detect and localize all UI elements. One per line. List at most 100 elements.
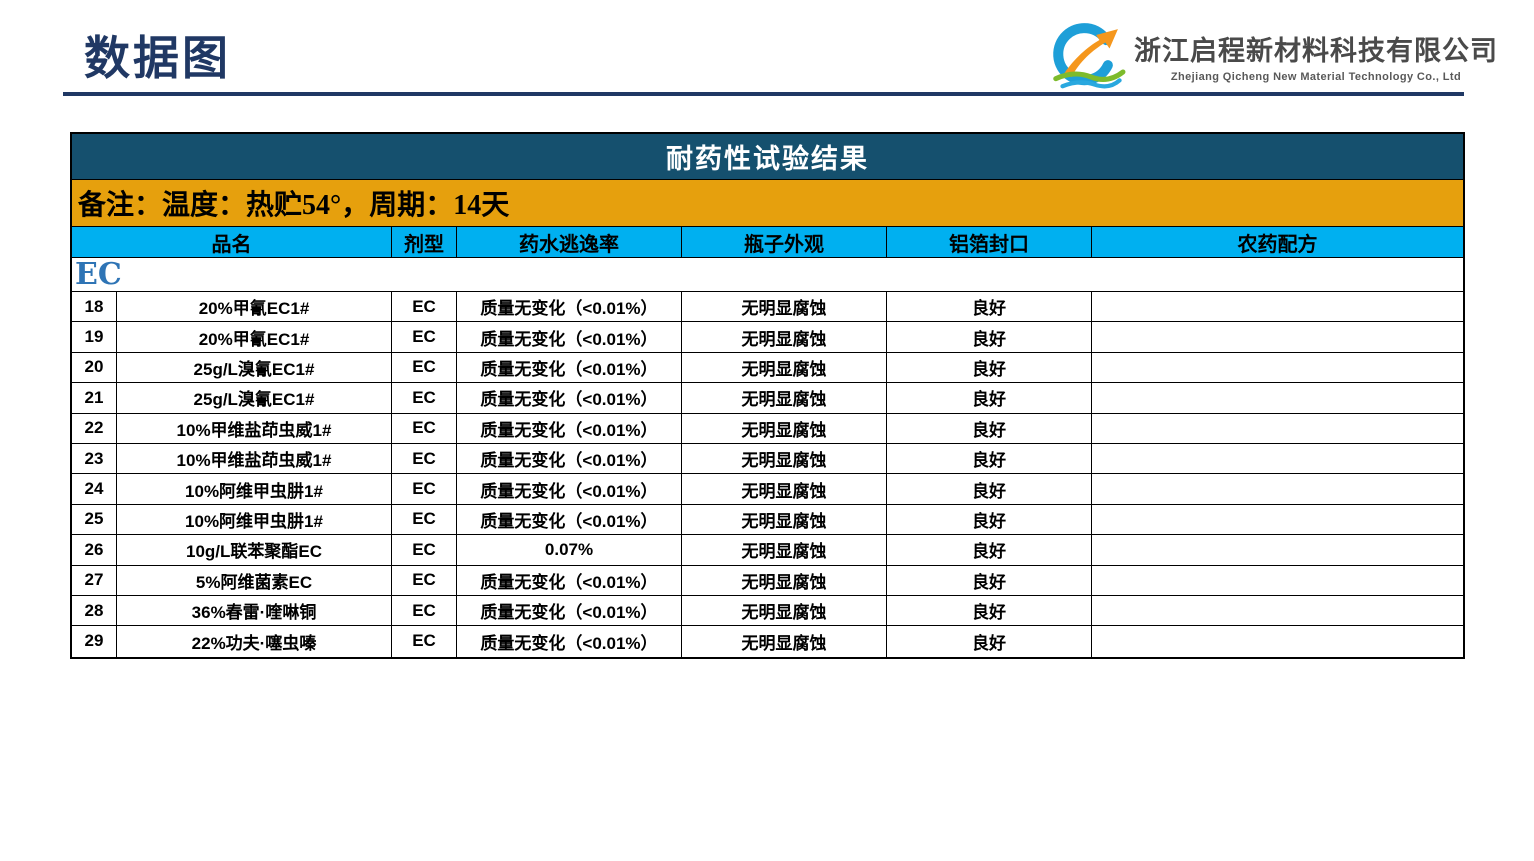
cell-formula xyxy=(1092,444,1463,473)
note-row: 备注：温度：热贮54°，周期：14天 xyxy=(72,180,1463,227)
cell-foil: 良好 xyxy=(887,443,1092,474)
cell-product-name: 20%甲氰EC1# xyxy=(117,292,392,322)
cell-product-name: 10%甲维盐茚虫威1# xyxy=(117,443,392,474)
page-title: 数据图 xyxy=(84,32,231,84)
cell-formula xyxy=(1092,353,1463,382)
cell-row-number: 19 xyxy=(72,322,117,352)
column-header-bottle: 瓶子外观 xyxy=(682,227,887,257)
cell-type: EC xyxy=(392,383,457,413)
cell-bottle: 无明显腐蚀 xyxy=(682,322,887,352)
table-row: 29 22%功夫·噻虫嗪 EC 质量无变化（<0.01%） 无明显腐蚀 良好 xyxy=(72,626,1463,657)
cell-bottle: 无明显腐蚀 xyxy=(682,504,887,535)
cell-foil: 良好 xyxy=(887,413,1092,443)
cell-bottle: 无明显腐蚀 xyxy=(682,535,887,565)
cell-bottle: 无明显腐蚀 xyxy=(682,413,887,443)
cell-foil: 良好 xyxy=(887,352,1092,383)
column-header-type: 剂型 xyxy=(392,227,457,257)
company-name-cn: 浙江启程新材料科技有限公司 xyxy=(1134,36,1498,66)
cell-escape-rate: 质量无变化（<0.01%） xyxy=(457,595,682,626)
cell-type: EC xyxy=(392,535,457,565)
cell-type: EC xyxy=(392,413,457,443)
cell-escape-rate: 质量无变化（<0.01%） xyxy=(457,443,682,474)
cell-formula xyxy=(1092,414,1463,443)
header-divider xyxy=(63,92,1464,96)
cell-formula xyxy=(1092,596,1463,625)
cell-bottle: 无明显腐蚀 xyxy=(682,565,887,595)
cell-product-name: 25g/L溴氰EC1# xyxy=(117,352,392,383)
cell-foil: 良好 xyxy=(887,504,1092,535)
cell-row-number: 26 xyxy=(72,535,117,565)
cell-type: EC xyxy=(392,474,457,504)
cell-escape-rate: 质量无变化（<0.01%） xyxy=(457,413,682,443)
cell-formula xyxy=(1092,474,1463,503)
cell-row-number: 18 xyxy=(72,292,117,322)
table-header-row: 品名 剂型 药水逃逸率 瓶子外观 铝箔封口 农药配方 xyxy=(72,227,1463,258)
table-row: 24 10%阿维甲虫肼1# EC 质量无变化（<0.01%） 无明显腐蚀 良好 xyxy=(72,474,1463,505)
cell-type: EC xyxy=(392,626,457,657)
cell-bottle: 无明显腐蚀 xyxy=(682,443,887,474)
table-row: 21 25g/L溴氰EC1# EC 质量无变化（<0.01%） 无明显腐蚀 良好 xyxy=(72,383,1463,414)
table-row: 27 5%阿维菌素EC EC 质量无变化（<0.01%） 无明显腐蚀 良好 xyxy=(72,565,1463,596)
cell-product-name: 22%功夫·噻虫嗪 xyxy=(117,626,392,657)
company-logo-icon xyxy=(1053,23,1126,89)
cell-row-number: 20 xyxy=(72,352,117,383)
cell-escape-rate: 质量无变化（<0.01%） xyxy=(457,504,682,535)
cell-product-name: 10%阿维甲虫肼1# xyxy=(117,504,392,535)
cell-row-number: 23 xyxy=(72,443,117,474)
table-row: 19 20%甲氰EC1# EC 质量无变化（<0.01%） 无明显腐蚀 良好 xyxy=(72,322,1463,353)
cell-escape-rate: 质量无变化（<0.01%） xyxy=(457,322,682,352)
cell-escape-rate: 质量无变化（<0.01%） xyxy=(457,383,682,413)
cell-formula xyxy=(1092,566,1463,595)
cell-type: EC xyxy=(392,443,457,474)
cell-product-name: 10g/L联苯聚酯EC xyxy=(117,535,392,565)
table-row: 22 10%甲维盐茚虫威1# EC 质量无变化（<0.01%） 无明显腐蚀 良好 xyxy=(72,413,1463,444)
cell-formula xyxy=(1092,292,1463,321)
table-row: 25 10%阿维甲虫肼1# EC 质量无变化（<0.01%） 无明显腐蚀 良好 xyxy=(72,504,1463,536)
table-row: 20 25g/L溴氰EC1# EC 质量无变化（<0.01%） 无明显腐蚀 良好 xyxy=(72,352,1463,384)
cell-row-number: 22 xyxy=(72,413,117,443)
cell-foil: 良好 xyxy=(887,292,1092,322)
column-header-name: 品名 xyxy=(72,227,392,257)
cell-row-number: 24 xyxy=(72,474,117,504)
cell-bottle: 无明显腐蚀 xyxy=(682,474,887,504)
cell-row-number: 29 xyxy=(72,626,117,657)
company-name-block: 浙江启程新材料科技有限公司 Zhejiang Qicheng New Mater… xyxy=(1134,29,1498,83)
column-header-formula: 农药配方 xyxy=(1237,233,1318,256)
cell-escape-rate: 0.07% xyxy=(457,535,682,565)
section-row-ec: EC xyxy=(72,258,1463,292)
company-logo: 浙江启程新材料科技有限公司 Zhejiang Qicheng New Mater… xyxy=(1044,18,1498,94)
cell-type: EC xyxy=(392,352,457,383)
cell-escape-rate: 质量无变化（<0.01%） xyxy=(457,565,682,595)
cell-foil: 良好 xyxy=(887,322,1092,352)
cell-product-name: 10%甲维盐茚虫威1# xyxy=(117,413,392,443)
table-row: 28 36%春雷·喹啉铜 EC 质量无变化（<0.01%） 无明显腐蚀 良好 xyxy=(72,595,1463,627)
cell-bottle: 无明显腐蚀 xyxy=(682,383,887,413)
cell-formula xyxy=(1092,535,1463,564)
cell-foil: 良好 xyxy=(887,535,1092,565)
cell-type: EC xyxy=(392,322,457,352)
cell-foil: 良好 xyxy=(887,626,1092,657)
cell-bottle: 无明显腐蚀 xyxy=(682,292,887,322)
cell-row-number: 27 xyxy=(72,565,117,595)
cell-escape-rate: 质量无变化（<0.01%） xyxy=(457,352,682,383)
cell-escape-rate: 质量无变化（<0.01%） xyxy=(457,292,682,322)
cell-product-name: 5%阿维菌素EC xyxy=(117,565,392,595)
cell-row-number: 21 xyxy=(72,383,117,413)
cell-bottle: 无明显腐蚀 xyxy=(682,352,887,383)
table-row: 26 10g/L联苯聚酯EC EC 0.07% 无明显腐蚀 良好 xyxy=(72,535,1463,566)
cell-product-name: 20%甲氰EC1# xyxy=(117,322,392,352)
cell-foil: 良好 xyxy=(887,474,1092,504)
cell-escape-rate: 质量无变化（<0.01%） xyxy=(457,474,682,504)
cell-type: EC xyxy=(392,595,457,626)
cell-type: EC xyxy=(392,292,457,322)
column-header-rate: 药水逃逸率 xyxy=(457,227,682,257)
cell-type: EC xyxy=(392,565,457,595)
cell-formula xyxy=(1092,383,1463,412)
cell-bottle: 无明显腐蚀 xyxy=(682,595,887,626)
cell-row-number: 28 xyxy=(72,595,117,626)
result-table: 耐药性试验结果 备注：温度：热贮54°，周期：14天 品名 剂型 药水逃逸率 瓶… xyxy=(70,132,1465,659)
table-body: 18 20%甲氰EC1# EC 质量无变化（<0.01%） 无明显腐蚀 良好 1… xyxy=(72,292,1463,657)
cell-escape-rate: 质量无变化（<0.01%） xyxy=(457,626,682,657)
cell-product-name: 25g/L溴氰EC1# xyxy=(117,383,392,413)
